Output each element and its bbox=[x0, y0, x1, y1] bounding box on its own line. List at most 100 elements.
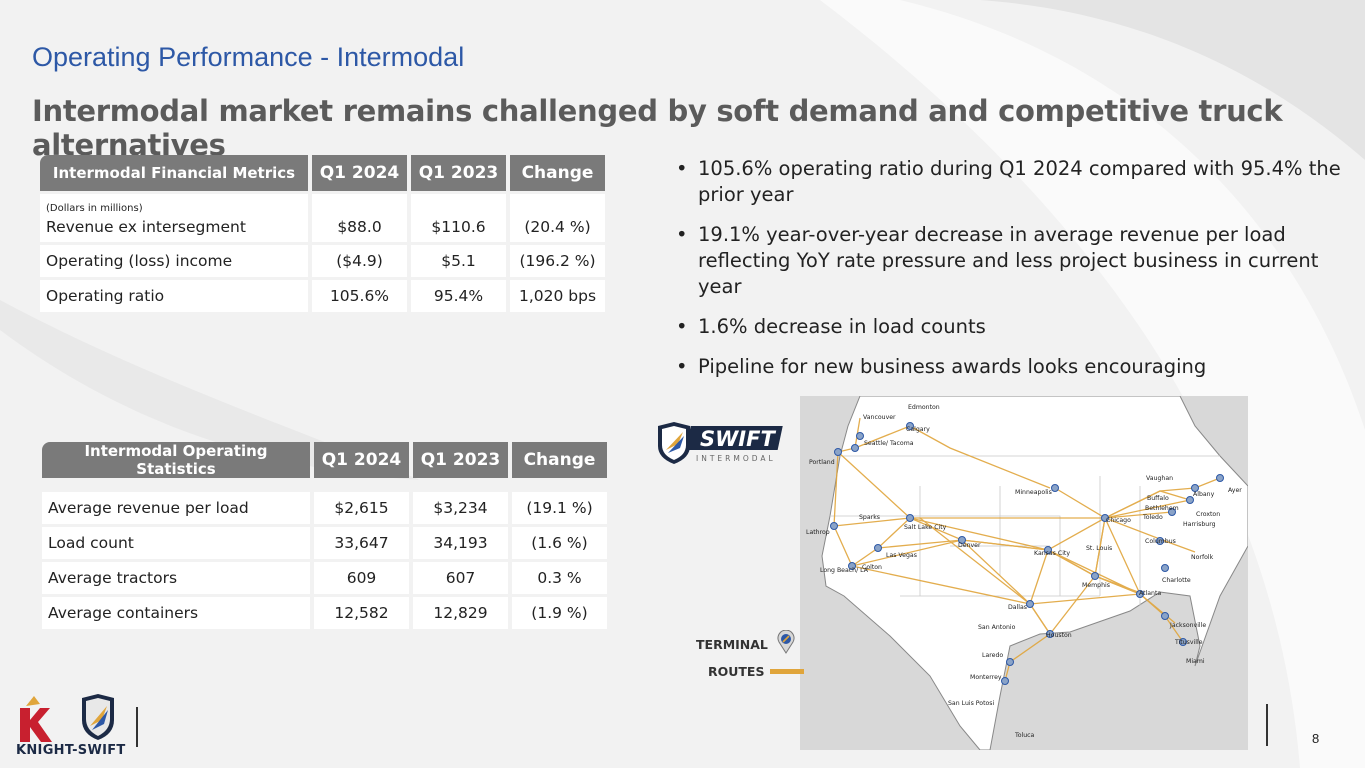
city-label: Calgary bbox=[906, 426, 930, 433]
row-label: Load count bbox=[42, 527, 310, 559]
city-label: Jacksonville bbox=[1169, 622, 1206, 629]
city-label: Seattle/ Tacoma bbox=[864, 440, 914, 447]
cell-value: $5.1 bbox=[411, 245, 506, 277]
table-header-change: Change bbox=[512, 442, 607, 478]
cell-value: 0.3 % bbox=[512, 562, 607, 594]
city-label: Norfolk bbox=[1191, 554, 1214, 561]
page-subtitle: Intermodal market remains challenged by … bbox=[32, 94, 1283, 162]
city-label: Buffalo bbox=[1147, 495, 1169, 502]
operating-statistics-table: Intermodal Operating Statistics Q1 2024 … bbox=[38, 439, 611, 632]
financial-metrics-table: Intermodal Financial Metrics Q1 2024 Q1 … bbox=[36, 152, 609, 315]
cell-value: 105.6% bbox=[312, 280, 407, 312]
table-row: Average revenue per load $2,615 $3,234 (… bbox=[42, 492, 607, 524]
city-label: Salt Lake City bbox=[904, 524, 947, 531]
cell-value: 33,647 bbox=[314, 527, 409, 559]
cell-value: (196.2 %) bbox=[510, 245, 605, 277]
cell-value: $2,615 bbox=[314, 492, 409, 524]
cell-value: 12,829 bbox=[413, 597, 508, 629]
row-label: Operating ratio bbox=[40, 280, 308, 312]
page-divider bbox=[1266, 704, 1268, 746]
row-label: Average containers bbox=[42, 597, 310, 629]
city-label: Houston bbox=[1046, 632, 1072, 639]
city-label: Monterrey bbox=[970, 674, 1002, 681]
city-label: Ayer bbox=[1228, 487, 1242, 494]
city-label: Albany bbox=[1193, 491, 1215, 498]
table-header-label: Intermodal Operating Statistics bbox=[42, 442, 310, 478]
city-label: Sparks bbox=[859, 514, 880, 521]
bullet-dot: • bbox=[676, 157, 688, 180]
city-label: Miami bbox=[1186, 658, 1205, 665]
city-label: Charlotte bbox=[1162, 577, 1191, 584]
swift-logo-word: SWIFT bbox=[700, 427, 776, 451]
row-label: Operating (loss) income bbox=[40, 245, 308, 277]
city-label: Colton bbox=[862, 564, 882, 571]
cell-value: $88.0 bbox=[312, 194, 407, 242]
city-label: Vancouver bbox=[863, 414, 896, 421]
city-label: San Luis Potosi bbox=[948, 700, 995, 707]
route-map-svg: Edmonton Vancouver Calgary Seattle/ Taco… bbox=[800, 395, 1249, 751]
cell-value: 12,582 bbox=[314, 597, 409, 629]
bullet-text: 105.6% operating ratio during Q1 2024 co… bbox=[698, 157, 1341, 206]
table-header-row: Intermodal Operating Statistics Q1 2024 … bbox=[42, 442, 607, 478]
city-label: Lathrop bbox=[806, 529, 830, 536]
city-label: Edmonton bbox=[908, 404, 940, 411]
bullet-text: 19.1% year-over-year decrease in average… bbox=[698, 223, 1319, 298]
page-title: Operating Performance - Intermodal bbox=[32, 42, 465, 72]
city-label: Kansas City bbox=[1034, 550, 1070, 557]
city-label: Chicago bbox=[1106, 517, 1131, 524]
city-label: Dallas bbox=[1008, 604, 1027, 611]
cell-value: 609 bbox=[314, 562, 409, 594]
table-header-row: Intermodal Financial Metrics Q1 2024 Q1 … bbox=[40, 155, 605, 191]
terminal-pin-icon bbox=[777, 630, 795, 654]
city-label: Minneapolis bbox=[1015, 489, 1052, 496]
route-line-swatch bbox=[770, 669, 804, 674]
unit-note: (Dollars in millions) bbox=[46, 203, 143, 214]
city-label: Denver bbox=[958, 542, 981, 549]
knight-swift-logo bbox=[20, 694, 114, 742]
network-map: Edmonton Vancouver Calgary Seattle/ Taco… bbox=[800, 395, 1249, 751]
cell-value: 607 bbox=[413, 562, 508, 594]
page-number: 8 bbox=[1312, 731, 1320, 746]
table-header-q1-2024: Q1 2024 bbox=[314, 442, 409, 478]
cell-value: (1.9 %) bbox=[512, 597, 607, 629]
key-points-list: • 105.6% operating ratio during Q1 2024 c… bbox=[676, 156, 1341, 394]
city-label: Titusville bbox=[1174, 639, 1203, 646]
cell-value: (20.4 %) bbox=[510, 194, 605, 242]
bullet-dot: • bbox=[676, 315, 688, 338]
cell-value: ($4.9) bbox=[312, 245, 407, 277]
list-item: • Pipeline for new business awards looks … bbox=[676, 354, 1341, 380]
city-label: Portland bbox=[809, 459, 835, 466]
table-row: (Dollars in millions) Revenue ex interse… bbox=[40, 194, 605, 242]
cell-value: (1.6 %) bbox=[512, 527, 607, 559]
table-header-q1-2023: Q1 2023 bbox=[413, 442, 508, 478]
list-item: • 19.1% year-over-year decrease in averag… bbox=[676, 222, 1341, 300]
table-header-q1-2024: Q1 2024 bbox=[312, 155, 407, 191]
cell-value: $3,234 bbox=[413, 492, 508, 524]
city-label: Columbus bbox=[1145, 538, 1176, 545]
table-row: Operating (loss) income ($4.9) $5.1 (196… bbox=[40, 245, 605, 277]
list-item: • 1.6% decrease in load counts bbox=[676, 314, 1341, 340]
cell-value: 95.4% bbox=[411, 280, 506, 312]
city-label: Atlanta bbox=[1139, 590, 1161, 597]
table-header-label: Intermodal Financial Metrics bbox=[40, 155, 308, 191]
swift-logo-sub: INTERMODAL bbox=[696, 454, 776, 463]
bullet-text: 1.6% decrease in load counts bbox=[698, 315, 986, 338]
city-label: Memphis bbox=[1082, 582, 1110, 589]
table-row: Average containers 12,582 12,829 (1.9 %) bbox=[42, 597, 607, 629]
city-label: St. Louis bbox=[1086, 545, 1112, 552]
table-row: Average tractors 609 607 0.3 % bbox=[42, 562, 607, 594]
table-row: Load count 33,647 34,193 (1.6 %) bbox=[42, 527, 607, 559]
swift-intermodal-logo: SWIFT INTERMODAL bbox=[658, 422, 783, 464]
legend-routes-label: ROUTES bbox=[708, 664, 765, 679]
table-header-change: Change bbox=[510, 155, 605, 191]
city-label: Bethlehem bbox=[1145, 505, 1179, 512]
row-label: Average revenue per load bbox=[42, 492, 310, 524]
row-label: (Dollars in millions) Revenue ex interse… bbox=[40, 194, 308, 242]
list-item: • 105.6% operating ratio during Q1 2024 c… bbox=[676, 156, 1341, 208]
cell-value: (19.1 %) bbox=[512, 492, 607, 524]
city-label: Vaughan bbox=[1146, 475, 1173, 482]
city-label: Las Vegas bbox=[886, 552, 917, 559]
bullet-dot: • bbox=[676, 355, 688, 378]
city-label: Long Beach/ LA bbox=[820, 567, 869, 574]
